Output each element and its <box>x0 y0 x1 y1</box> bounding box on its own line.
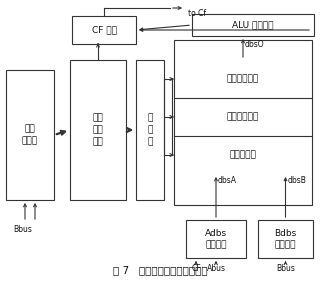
Text: Bbus: Bbus <box>276 264 295 273</box>
Text: Bdbs
输入锁存: Bdbs 输入锁存 <box>274 229 297 250</box>
Text: Bbus: Bbus <box>13 225 32 234</box>
Text: dbsA: dbsA <box>218 176 237 185</box>
Text: 输入选择器: 输入选择器 <box>229 151 256 160</box>
Text: CF: CF <box>191 264 201 273</box>
Text: to Cf: to Cf <box>188 9 206 18</box>
Text: 输入
寄存器: 输入 寄存器 <box>22 124 38 145</box>
Text: 计
数
器: 计 数 器 <box>147 114 153 146</box>
Bar <box>186 220 246 258</box>
Text: dbsB: dbsB <box>287 176 306 185</box>
Text: Adbs
输入锁存: Adbs 输入锁存 <box>205 229 227 250</box>
Bar <box>258 220 313 258</box>
Text: CF 逻辑: CF 逻辑 <box>92 26 116 35</box>
Bar <box>6 70 54 200</box>
Text: 树形移位部分: 树形移位部分 <box>227 74 259 83</box>
Bar <box>70 60 126 200</box>
Bar <box>72 16 136 44</box>
Text: ALU 输出锁存: ALU 输出锁存 <box>232 21 274 30</box>
Text: 移位
控制
逻辑: 移位 控制 逻辑 <box>92 114 103 146</box>
Text: 图 7   移位寄存器单元总体结构: 图 7 移位寄存器单元总体结构 <box>113 265 207 275</box>
Bar <box>174 40 312 205</box>
Bar <box>136 60 164 200</box>
Text: 矩阵移位部分: 矩阵移位部分 <box>227 112 259 121</box>
Text: Abus: Abus <box>206 264 226 273</box>
Text: dbsO: dbsO <box>245 40 265 49</box>
Bar <box>192 14 314 36</box>
